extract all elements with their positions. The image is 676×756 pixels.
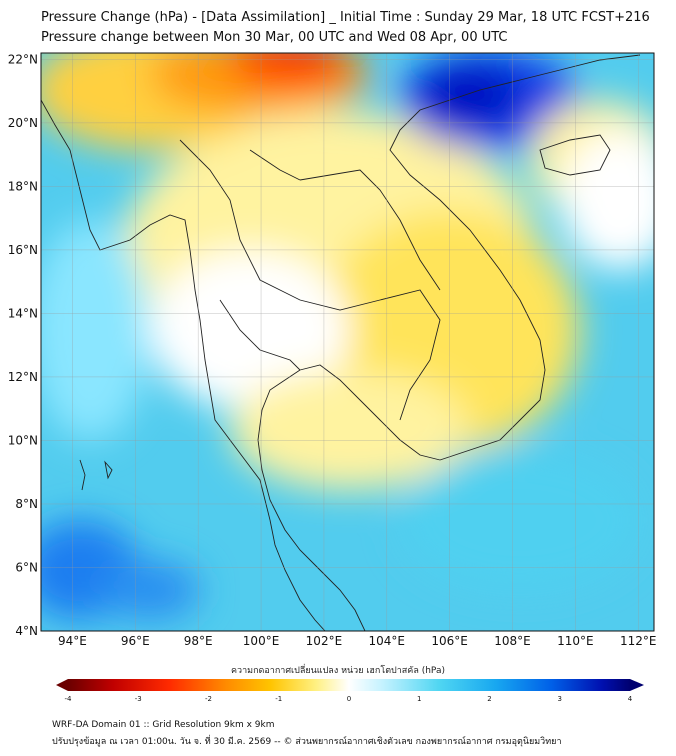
lat-tick-label: 10°N bbox=[8, 433, 38, 447]
lon-tick-label: 106°E bbox=[431, 634, 468, 648]
lon-tick-label: 102°E bbox=[306, 634, 343, 648]
lon-tick-label: 98°E bbox=[184, 634, 213, 648]
lat-tick-label: 16°N bbox=[8, 243, 38, 257]
chart-title: Pressure Change (hPa) - [Data Assimilati… bbox=[41, 10, 650, 25]
pressure-field bbox=[41, 53, 654, 631]
colorbar-tick-label: -1 bbox=[275, 695, 282, 703]
lat-tick-label: 20°N bbox=[8, 116, 38, 130]
lon-tick-label: 96°E bbox=[121, 634, 150, 648]
lat-tick-label: 18°N bbox=[8, 179, 38, 193]
lat-tick-label: 4°N bbox=[15, 624, 38, 638]
colorbar-tick-label: 3 bbox=[558, 695, 562, 703]
colorbar-tick-label: -3 bbox=[135, 695, 142, 703]
colorbar-tick-label: 4 bbox=[628, 695, 633, 703]
lon-tick-label: 104°E bbox=[369, 634, 406, 648]
lon-tick-label: 94°E bbox=[58, 634, 87, 648]
colorbar: -4 -3 -2 -1 0 1 2 3 4 bbox=[56, 679, 644, 703]
map-grid bbox=[41, 53, 654, 631]
lat-tick-label: 8°N bbox=[15, 497, 38, 511]
lon-tick-label: 110°E bbox=[557, 634, 594, 648]
lat-tick-label: 22°N bbox=[8, 52, 38, 66]
footer-credit: ปรับปรุงข้อมูล ณ เวลา 01:00น. วัน จ. ที่… bbox=[52, 737, 562, 747]
map-frame bbox=[40, 52, 655, 632]
colorbar-title: ความกดอากาศเปลี่ยนแปลง หน่วย เฮกโตปาสคัล… bbox=[231, 666, 445, 676]
lon-tick-label: 100°E bbox=[243, 634, 280, 648]
colorbar-tick-label: 2 bbox=[487, 695, 491, 703]
lat-tick-label: 12°N bbox=[8, 370, 38, 384]
longitude-labels: 94°E 96°E 98°E 100°E 102°E 104°E 106°E 108°E 110… bbox=[58, 634, 657, 648]
latitude-labels: 22°N 20°N 18°N 16°N 14°N 12°N 10°N 8°N 6°N 4°N bbox=[8, 52, 38, 638]
colorbar-max-arrow bbox=[630, 679, 644, 691]
colorbar-tick-label: -2 bbox=[205, 695, 212, 703]
colorbar-tick-label: 0 bbox=[347, 695, 351, 703]
lat-tick-label: 6°N bbox=[15, 560, 38, 574]
colorbar-gradient bbox=[68, 679, 630, 691]
lon-tick-label: 108°E bbox=[494, 634, 531, 648]
colorbar-tick-label: 1 bbox=[417, 695, 421, 703]
chart-subtitle: Pressure change between Mon 30 Mar, 00 U… bbox=[41, 30, 508, 45]
footer-model-info: WRF-DA Domain 01 :: Grid Resolution 9km … bbox=[52, 720, 275, 730]
colorbar-min-arrow bbox=[56, 679, 68, 691]
colorbar-tick-label: -4 bbox=[65, 695, 73, 703]
lon-tick-label: 112°E bbox=[620, 634, 657, 648]
lat-tick-label: 14°N bbox=[8, 306, 38, 320]
